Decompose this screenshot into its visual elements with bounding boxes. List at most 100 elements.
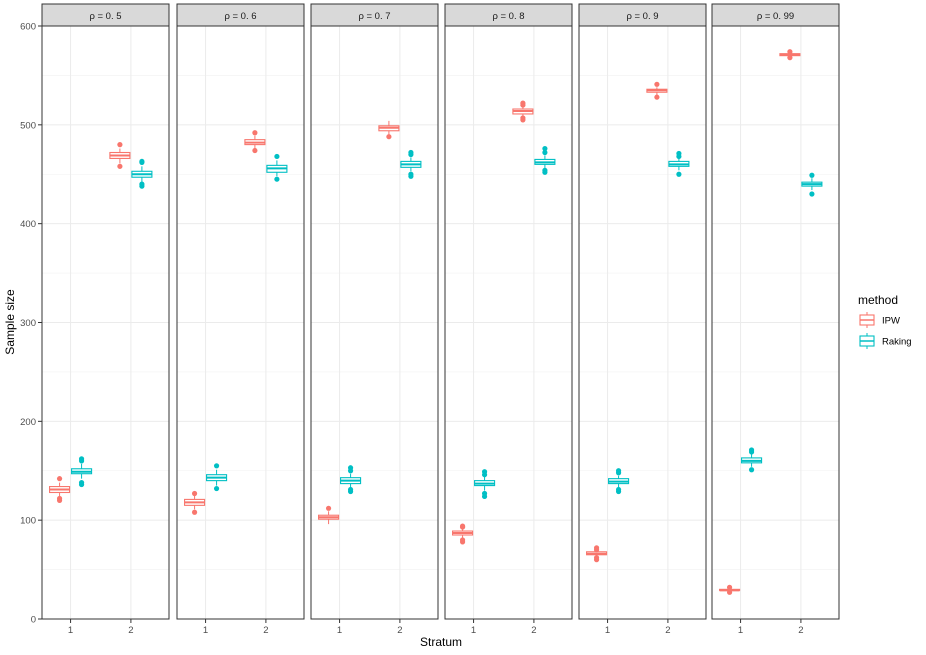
facet-strip-label: ρ = 0. 6 [224,11,256,22]
facet-panel: ρ = 0. 5 1 2 [41,3,170,636]
outlier-point [787,49,793,55]
x-tick-label: 2 [397,625,402,636]
outlier-point [726,589,733,595]
y-axis-title: Sample size [3,289,17,355]
outlier-point [139,181,145,187]
outlier-point [676,150,682,157]
x-tick-label: 1 [337,625,342,636]
outlier-point [809,191,815,197]
x-tick-label: 2 [531,625,536,636]
x-axis-title: Stratum [420,635,462,649]
legend-key-ipw: IPW [859,312,900,328]
outlier-point [408,149,414,156]
outlier-point [386,134,392,140]
outlier-point [213,485,220,492]
outlier-point [274,153,280,160]
outlier-point [787,55,793,61]
outlier-point [542,149,548,156]
y-tick-label: 400 [20,219,36,230]
outlier-point [654,94,660,100]
outlier-point [191,509,198,515]
boxplot-raking-stratum-2 [266,153,288,182]
x-tick-label: 2 [665,625,670,636]
boxplot-raking-stratum-2 [668,150,690,177]
facet-panel: ρ = 0. 7 1 2 [310,3,439,636]
facet-panel: ρ = 0. 8 1 2 [444,3,573,636]
boxplot-ipw-stratum-2 [244,130,266,154]
outlier-point [481,490,488,497]
y-axis: 0 100 200 300 400 500 600 [20,22,42,626]
boxplot-raking-stratum-1 [608,468,630,495]
outlier-point [78,480,85,486]
facet-panel: ρ = 0. 99 1 2 [711,3,840,636]
legend-label: IPW [882,316,900,327]
boxplot-ipw-stratum-2 [512,100,534,123]
legend-title: method [858,293,898,307]
boxplot-raking-stratum-1 [206,463,228,492]
facet-strip-label: ρ = 0. 5 [89,11,121,22]
x-tick-label: 2 [128,625,133,636]
boxplot-raking-stratum-1 [741,447,763,473]
facet-panel: ρ = 0. 6 1 2 [176,3,305,636]
boxplot-raking-stratum-2 [534,145,556,175]
boxplot-raking-stratum-2 [400,149,422,179]
outlier-point [459,537,466,543]
boxplot-raking-stratum-1 [474,469,496,500]
boxplot-raking-stratum-2 [801,172,823,197]
outlier-point [191,490,198,497]
outlier-point [676,171,682,177]
boxplot-ipw-stratum-1 [586,545,608,563]
boxplot-ipw-stratum-2 [646,81,668,100]
outlier-point [520,115,526,121]
y-tick-label: 200 [20,417,36,428]
outlier-point [593,555,600,561]
outlier-point [481,469,488,475]
outlier-point [274,176,280,182]
facet-strip [578,3,707,27]
outlier-point [117,163,123,169]
facet-strip [176,3,305,27]
outlier-point [748,447,755,453]
facet-strip [41,3,170,27]
y-tick-label: 0 [31,615,36,626]
outlier-point [615,468,622,474]
legend-label: Raking [882,337,912,348]
facet-strip-label: ρ = 0. 9 [626,11,658,22]
facet-panels: ρ = 0. 5 1 2 ρ = 0. 6 1 2 ρ = 0. 7 1 2 ρ = 0. 8 1 2… [41,3,840,636]
outlier-point [726,584,733,590]
facet-strip-label: ρ = 0. 8 [492,11,524,22]
x-tick-label: 2 [798,625,803,636]
y-tick-label: 600 [20,22,36,33]
outlier-point [615,486,622,493]
outlier-point [654,81,660,87]
outlier-point [542,145,548,152]
boxplot-ipw-stratum-2 [378,120,400,140]
outlier-point [56,495,63,502]
boxplot-ipw-stratum-1 [184,490,206,515]
boxplot-raking-stratum-1 [71,456,93,488]
outlier-point [809,172,815,178]
boxplot-raking-stratum-1 [340,465,362,495]
boxplot-ipw-stratum-1 [318,505,340,525]
outlier-point [459,523,466,529]
outlier-point [542,167,548,173]
y-tick-label: 300 [20,318,36,329]
outlier-point [748,467,755,473]
x-tick-label: 1 [203,625,208,636]
outlier-point [56,476,63,482]
boxplot-ipw-stratum-2 [109,142,131,169]
outlier-point [252,130,258,136]
outlier-point [252,147,258,154]
facet-strip [310,3,439,27]
x-tick-label: 1 [605,625,610,636]
outlier-point [347,465,354,471]
x-tick-label: 1 [738,625,743,636]
y-tick-label: 500 [20,120,36,131]
outlier-point [593,545,600,551]
boxplot-ipw-stratum-1 [49,476,71,503]
boxplot-raking-stratum-2 [131,158,153,189]
legend-key-raking: Raking [859,333,912,349]
y-tick-label: 100 [20,516,36,527]
x-tick-label: 1 [471,625,476,636]
facet-strip-label: ρ = 0. 99 [757,11,794,22]
